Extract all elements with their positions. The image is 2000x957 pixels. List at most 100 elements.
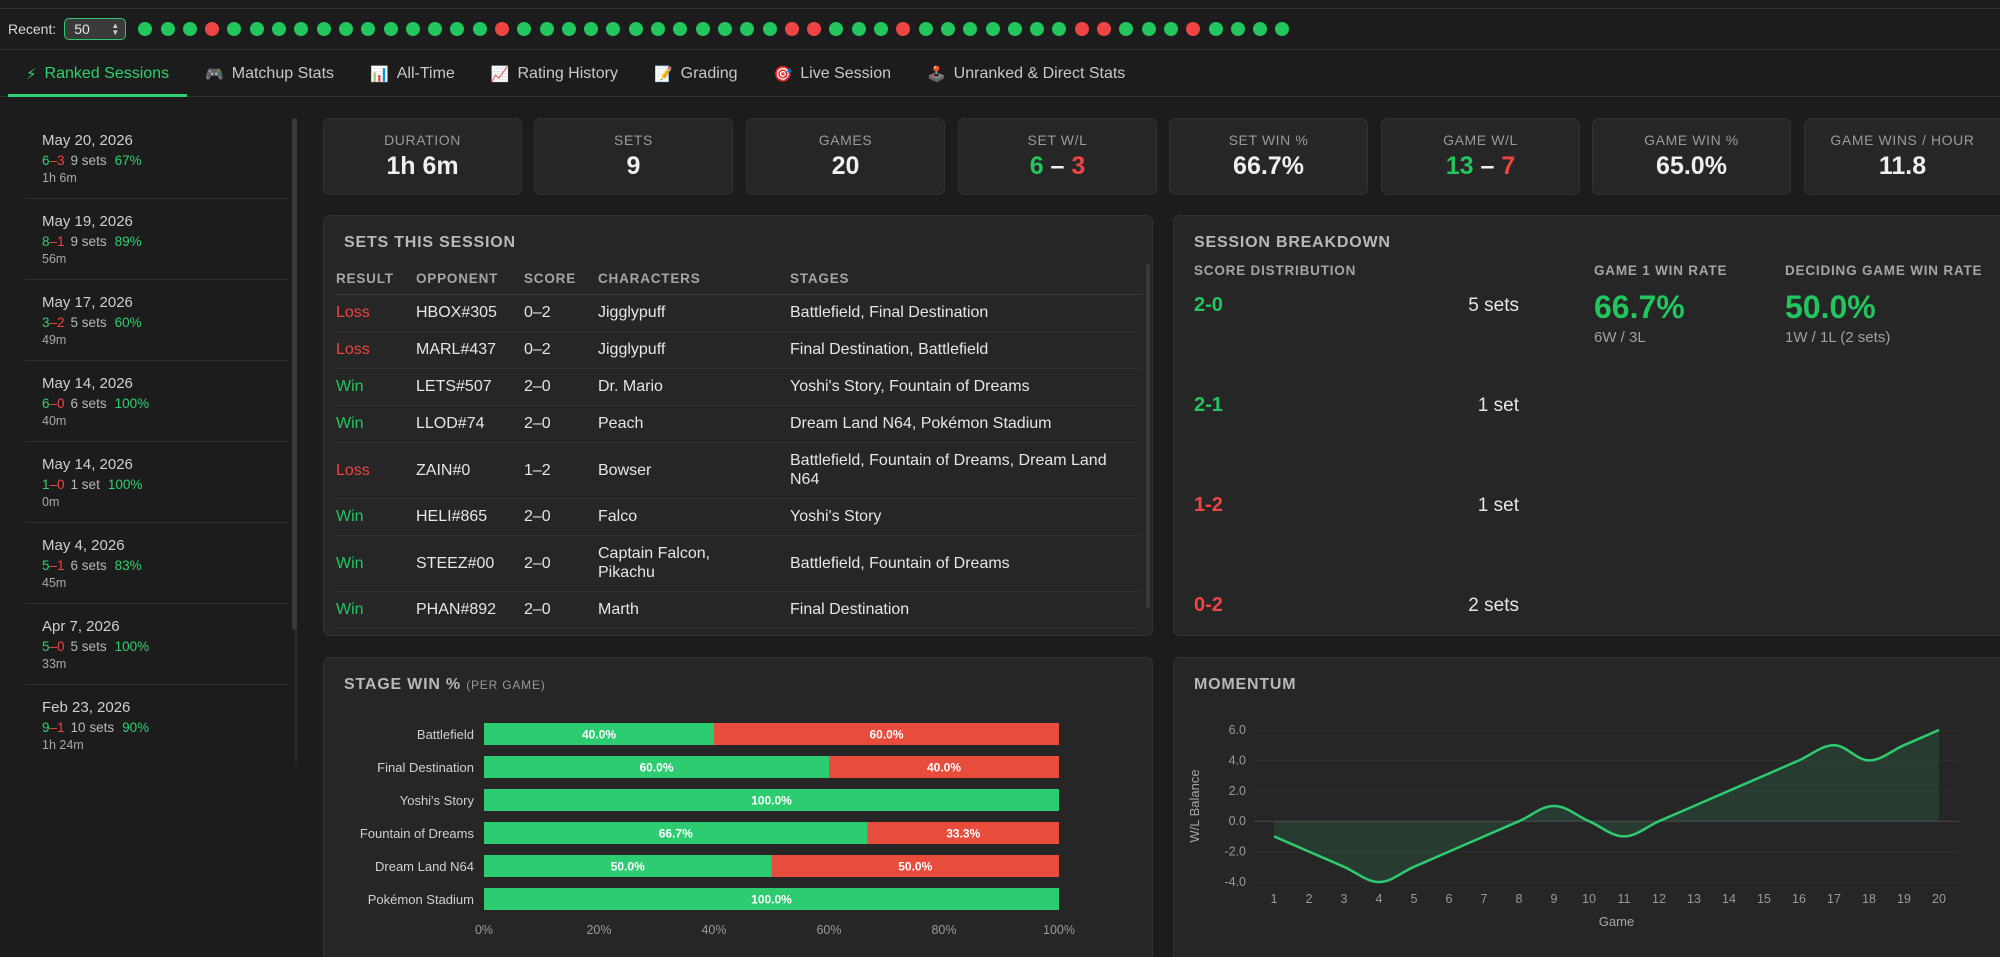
win-dot[interactable]: W <box>1141 22 1156 36</box>
win-dot[interactable]: W <box>1230 22 1245 36</box>
tab-all-time[interactable]: 📊 All-Time <box>352 51 473 96</box>
win-dot[interactable]: W <box>1208 22 1223 36</box>
set-row[interactable]: Win PHAN#892 2–0 Marth Final Destination <box>336 591 1142 629</box>
session-wins: 8 <box>42 234 50 249</box>
session-list-item[interactable]: May 20, 2026 6–3 9 sets 67% 1h 6m <box>25 118 288 199</box>
loss-dot[interactable]: L <box>1097 22 1112 36</box>
set-score: 2–0 <box>524 535 598 592</box>
set-row[interactable]: Loss MARL#437 0–2 Jigglypuff Final Destinati… <box>336 331 1142 369</box>
session-losses: 1 <box>57 558 65 573</box>
momentum-x-tick: 6 <box>1446 892 1453 906</box>
win-dot[interactable]: W <box>428 22 443 36</box>
set-row[interactable]: Win STEEZ#00 2–0 Captain Falcon, Pikachu Bat… <box>336 535 1142 592</box>
win-dot[interactable]: W <box>1275 22 1290 36</box>
win-dot[interactable]: W <box>182 22 197 36</box>
stage-win-panel: STAGE WIN % (PER GAME) Battlefield 40.0% 6… <box>323 657 1153 957</box>
win-dot[interactable]: W <box>673 22 688 36</box>
win-dot[interactable]: W <box>472 22 487 36</box>
win-dot[interactable]: W <box>450 22 465 36</box>
stat-sets-value: 9 <box>626 152 641 180</box>
win-dot[interactable]: W <box>963 22 978 36</box>
win-dot[interactable]: W <box>829 22 844 36</box>
win-dot[interactable]: W <box>1007 22 1022 36</box>
set-row[interactable]: Loss ZAIN#0 1–2 Bowser Battlefield, Fountain… <box>336 442 1142 499</box>
win-dot[interactable]: W <box>249 22 264 36</box>
win-dot[interactable]: W <box>740 22 755 36</box>
stage-x-tick: 60% <box>816 923 841 937</box>
session-list-item[interactable]: May 14, 2026 6–0 6 sets 100% 40m <box>25 361 288 442</box>
win-dot[interactable]: W <box>160 22 175 36</box>
tab-rating-history[interactable]: 📈 Rating History <box>473 51 636 96</box>
tab-live-session[interactable]: 🎯 Live Session <box>756 51 909 96</box>
win-dot[interactable]: W <box>517 22 532 36</box>
win-dot[interactable]: W <box>405 22 420 36</box>
win-dot[interactable]: W <box>316 22 331 36</box>
win-dot[interactable]: W <box>918 22 933 36</box>
win-dot[interactable]: W <box>606 22 621 36</box>
loss-dot[interactable]: L <box>205 22 220 36</box>
win-dot[interactable]: W <box>539 22 554 36</box>
momentum-x-tick: 10 <box>1582 892 1596 906</box>
session-list-item[interactable]: May 19, 2026 8–1 9 sets 89% 56m <box>25 199 288 280</box>
recent-count-select[interactable]: 50 ▲ ▼ <box>64 18 127 40</box>
session-list-item[interactable]: May 17, 2026 3–2 5 sets 60% 49m <box>25 280 288 361</box>
win-dot[interactable]: W <box>985 22 1000 36</box>
tab-matchup-stats[interactable]: 🎮 Matchup Stats <box>187 51 352 96</box>
main-tabs: ⚡ Ranked Sessions 🎮 Matchup Stats 📊 All-Time 📈… <box>0 51 2000 97</box>
win-dot[interactable]: W <box>1052 22 1067 36</box>
win-dot[interactable]: W <box>272 22 287 36</box>
win-dot[interactable]: W <box>138 22 153 36</box>
win-dot[interactable]: W <box>584 22 599 36</box>
tab-label: Live Session <box>800 64 891 82</box>
win-dot[interactable]: W <box>651 22 666 36</box>
stage-win-bar <box>484 789 1059 811</box>
win-dot[interactable]: W <box>227 22 242 36</box>
set-row[interactable]: Win LLOD#74 2–0 Peach Dream Land N64, Pokémo… <box>336 405 1142 443</box>
sets-panel-title: SETS THIS SESSION <box>344 234 516 251</box>
session-wins: 5 <box>42 558 50 573</box>
win-dot[interactable]: W <box>940 22 955 36</box>
win-dot[interactable]: W <box>874 22 889 36</box>
win-dot[interactable]: W <box>695 22 710 36</box>
session-list-item[interactable]: May 4, 2026 5–1 6 sets 83% 45m <box>25 523 288 604</box>
win-dot[interactable]: W <box>1030 22 1045 36</box>
sets-scrollbar[interactable] <box>1146 264 1150 608</box>
set-row[interactable]: Loss HBOX#305 0–2 Jigglypuff Battlefield, Fi… <box>336 294 1142 332</box>
win-dot[interactable]: W <box>1253 22 1268 36</box>
tab-grading[interactable]: 📝 Grading <box>636 51 756 96</box>
session-list-item[interactable]: Apr 7, 2026 5–0 5 sets 100% 33m <box>25 604 288 685</box>
win-dot[interactable]: W <box>851 22 866 36</box>
session-list-item[interactable]: Feb 23, 2026 9–1 10 sets 90% 1h 24m <box>25 685 288 764</box>
win-dot[interactable]: W <box>361 22 376 36</box>
set-row[interactable]: Win LETS#507 2–0 Dr. Mario Yoshi's Story, Fo… <box>336 368 1142 406</box>
loss-dot[interactable]: L <box>495 22 509 36</box>
win-dot[interactable]: W <box>628 22 643 36</box>
win-dot[interactable]: W <box>561 22 576 36</box>
loss-dot[interactable]: L <box>896 22 911 36</box>
win-dot[interactable]: W <box>1119 22 1134 36</box>
momentum-x-label: Game <box>1599 914 1634 929</box>
tab-ranked-sessions[interactable]: ⚡ Ranked Sessions <box>8 51 188 97</box>
win-dot[interactable]: W <box>383 22 398 36</box>
set-row[interactable]: Win HELI#865 2–0 Falco Yoshi's Story <box>336 498 1142 536</box>
loss-dot[interactable]: L <box>1074 22 1089 36</box>
win-dot[interactable]: W <box>1163 22 1178 36</box>
win-dot[interactable]: W <box>717 22 732 36</box>
set-score: 0–2 <box>524 331 598 369</box>
momentum-y-tick: -4.0 <box>1224 875 1246 889</box>
dist-score: 2-1 <box>1194 394 1223 416</box>
win-dot[interactable]: W <box>762 22 777 36</box>
session-list-item[interactable]: May 14, 2026 1–0 1 set 100% 0m <box>25 442 288 523</box>
win-dot[interactable]: W <box>294 22 309 36</box>
loss-dot[interactable]: L <box>784 22 799 36</box>
sidebar-scrollbar[interactable] <box>292 118 297 630</box>
stat-games-value: 20 <box>831 152 860 180</box>
momentum-x-tick: 12 <box>1652 892 1666 906</box>
loss-dot[interactable]: L <box>807 22 822 36</box>
stage-win-chart: Battlefield 40.0% 60.0% Final Destination 60… <box>360 723 1075 937</box>
loss-dot[interactable]: L <box>1186 22 1201 36</box>
session-losses: 2 <box>57 315 65 330</box>
tab-unranked-direct-stats[interactable]: 🕹️ Unranked & Direct Stats <box>909 51 1143 96</box>
momentum-x-tick: 3 <box>1341 892 1348 906</box>
win-dot[interactable]: W <box>338 22 353 36</box>
